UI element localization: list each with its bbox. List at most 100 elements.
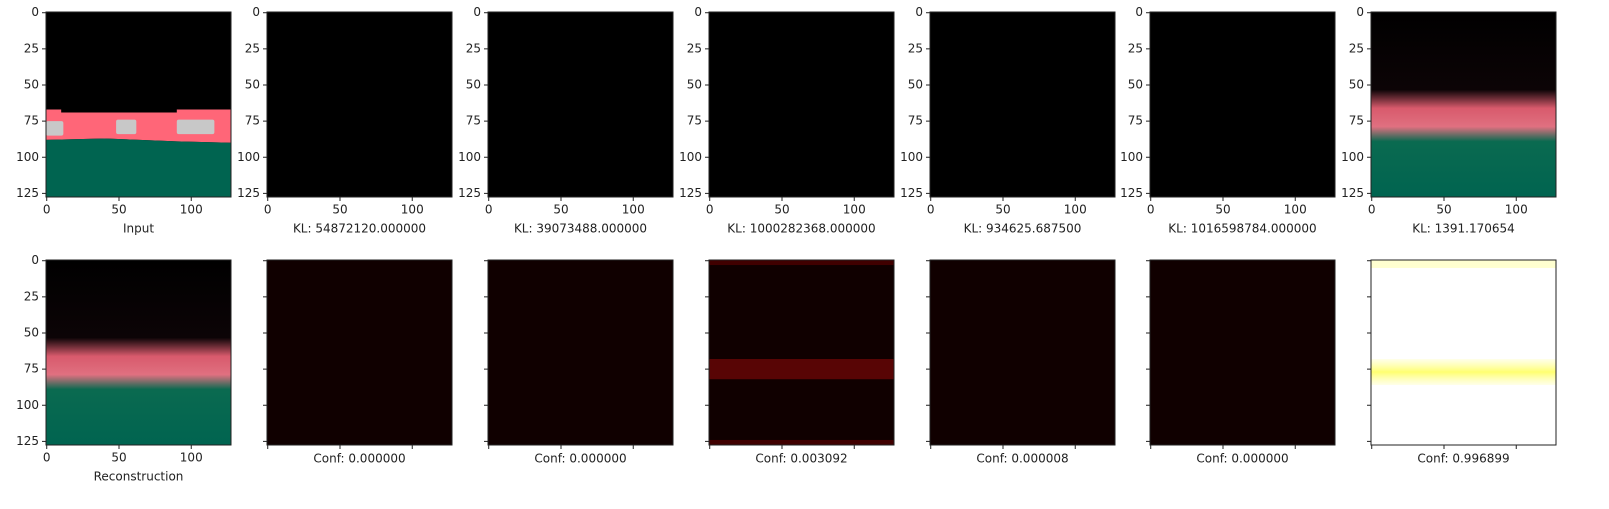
y-tick-label: 0 [1135, 5, 1143, 19]
y-tick-label: 50 [24, 325, 39, 339]
x-tick-label: 50 [111, 203, 126, 217]
background [930, 260, 1115, 445]
y-tick-label: 25 [24, 289, 39, 303]
panel-label: KL: 54872120.000000 [293, 222, 426, 236]
y-tick-label: 25 [24, 41, 39, 55]
y-tick-label: 75 [1128, 114, 1143, 128]
panel-label: KL: 39073488.000000 [514, 222, 647, 236]
image [1150, 260, 1335, 445]
y-tick-label: 25 [1128, 41, 1143, 55]
edge [709, 260, 894, 266]
panel-label: KL: 1000282368.000000 [727, 222, 875, 236]
x-tick-label: 100 [1284, 203, 1307, 217]
y-tick-label: 50 [466, 77, 481, 91]
x-tick-label: 0 [706, 203, 714, 217]
band [709, 359, 894, 380]
x-tick-label: 0 [264, 203, 272, 217]
x-tick-label: 100 [843, 203, 866, 217]
x-tick-label: 100 [180, 203, 203, 217]
panel-label: Conf: 0.003092 [755, 452, 847, 466]
panel-label: KL: 1016598784.000000 [1168, 222, 1316, 236]
panel-label: Input [123, 222, 154, 236]
y-tick-label: 0 [473, 5, 481, 19]
x-tick-label: 50 [995, 203, 1010, 217]
edge [1371, 260, 1556, 268]
axes-frame [708, 11, 895, 198]
y-tick-label: 75 [687, 114, 702, 128]
background [267, 12, 452, 197]
x-tick-label: 0 [43, 203, 51, 217]
panel-label: Reconstruction [94, 470, 184, 484]
background [1371, 12, 1556, 197]
x-tick-label: 0 [43, 451, 51, 465]
image [709, 260, 894, 445]
y-tick-label: 125 [16, 186, 39, 200]
y-tick-label: 0 [694, 5, 702, 19]
y-tick-label: 50 [1349, 77, 1364, 91]
y-tick-label: 100 [458, 150, 481, 164]
axes-frame [1370, 11, 1557, 198]
axes-frame [1149, 11, 1336, 198]
y-tick-label: 25 [687, 41, 702, 55]
y-tick-label: 125 [679, 186, 702, 200]
background [1150, 260, 1335, 445]
y-tick-label: 50 [687, 77, 702, 91]
x-tick-label: 0 [485, 203, 493, 217]
background [930, 12, 1115, 197]
axes-frame [1149, 259, 1336, 446]
axes-frame [929, 259, 1116, 446]
panel-label: Conf: 0.000000 [1196, 452, 1288, 466]
y-tick-label: 75 [908, 114, 923, 128]
y-tick-label: 100 [16, 150, 39, 164]
car [176, 119, 215, 135]
y-tick-label: 25 [1349, 41, 1364, 55]
band [1371, 359, 1556, 386]
y-tick-label: 75 [24, 362, 39, 376]
image [709, 12, 894, 197]
background [1150, 12, 1335, 197]
y-tick-label: 50 [1128, 77, 1143, 91]
y-tick-label: 0 [31, 253, 39, 267]
y-tick-label: 25 [466, 41, 481, 55]
panel-label: Conf: 0.000000 [313, 452, 405, 466]
y-tick-label: 125 [16, 434, 39, 448]
panel-label: Conf: 0.000000 [534, 452, 626, 466]
y-tick-label: 75 [24, 114, 39, 128]
axes-frame [487, 11, 674, 198]
panel-label: KL: 1391.170654 [1412, 222, 1515, 236]
x-tick-label: 50 [774, 203, 789, 217]
panel-label: Conf: 0.996899 [1417, 452, 1509, 466]
axes-frame [1370, 259, 1557, 446]
y-tick-label: 25 [245, 41, 260, 55]
x-tick-label: 100 [180, 451, 203, 465]
y-tick-label: 125 [237, 186, 260, 200]
y-tick-label: 125 [1120, 186, 1143, 200]
y-tick-label: 75 [245, 114, 260, 128]
panel-label: Conf: 0.000008 [976, 452, 1068, 466]
y-tick-label: 50 [24, 77, 39, 91]
axes-frame [929, 11, 1116, 198]
background [488, 12, 673, 197]
image [267, 260, 452, 445]
y-tick-label: 100 [900, 150, 923, 164]
road [46, 109, 231, 143]
x-tick-label: 50 [1215, 203, 1230, 217]
y-tick-label: 25 [908, 41, 923, 55]
axes-frame [708, 259, 895, 446]
y-tick-label: 0 [915, 5, 923, 19]
x-tick-label: 100 [1505, 203, 1528, 217]
x-tick-label: 0 [1147, 203, 1155, 217]
x-tick-label: 100 [1064, 203, 1087, 217]
image [1371, 12, 1556, 197]
edge [709, 439, 894, 445]
y-tick-label: 0 [31, 5, 39, 19]
y-tick-label: 100 [237, 150, 260, 164]
y-tick-label: 50 [908, 77, 923, 91]
y-tick-label: 100 [1341, 150, 1364, 164]
x-tick-label: 50 [111, 451, 126, 465]
image [488, 260, 673, 445]
background [46, 260, 231, 445]
y-tick-label: 100 [679, 150, 702, 164]
y-tick-label: 0 [1356, 5, 1364, 19]
image [1150, 12, 1335, 197]
